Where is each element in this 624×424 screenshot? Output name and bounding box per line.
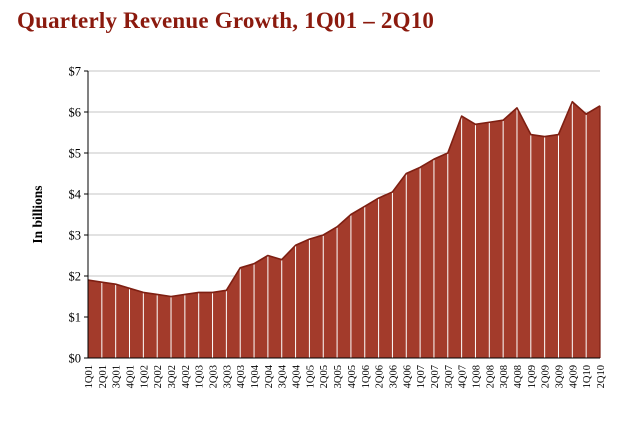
x-tick-label: 2Q08 (485, 365, 496, 388)
x-tick-label: 1Q10 (582, 365, 593, 388)
x-tick-label: 1Q02 (139, 365, 150, 388)
x-tick-label: 1Q08 (471, 365, 482, 388)
x-tick-label: 4Q03 (236, 365, 247, 388)
x-tick-label: 3Q02 (167, 365, 178, 388)
area-series (88, 101, 600, 358)
x-tick-label: 3Q09 (554, 365, 565, 388)
x-tick-label: 3Q04 (278, 364, 289, 388)
y-tick-label: $2 (69, 270, 82, 284)
chart-svg: $0 $1 $2 $3 $4 $5 $6 $7 1Q01 2Q01 3Q01 4Q01 1Q02 2Q02… (30, 65, 607, 389)
y-tick-label: $7 (69, 65, 82, 79)
y-tick-label: $1 (69, 311, 82, 325)
x-tick-label: 2Q05 (319, 365, 330, 388)
x-tick-label: 1Q03 (195, 365, 206, 388)
x-tick-label: 3Q06 (388, 365, 399, 388)
x-tick-label: 2Q02 (153, 365, 164, 388)
x-tick-label: 4Q07 (458, 365, 469, 388)
x-tick-label: 3Q05 (333, 365, 344, 388)
series-outline (87, 100, 601, 298)
x-tick-label: 2Q10 (596, 365, 607, 388)
x-tick-label: 1Q01 (84, 365, 95, 388)
y-tick-label: $0 (69, 352, 82, 366)
x-tick-label: 4Q05 (347, 365, 358, 388)
x-tick-label: 2Q03 (209, 365, 220, 388)
x-tick-label: 4Q04 (292, 364, 303, 388)
x-tick-label: 2Q04 (264, 364, 275, 388)
x-tick-label: 1Q09 (527, 365, 538, 388)
x-tick-label: 2Q09 (541, 365, 552, 388)
x-tick-label: 1Q04 (250, 364, 261, 388)
x-tick-label: 4Q08 (513, 365, 524, 388)
x-tick-label: 4Q09 (568, 365, 579, 388)
x-tick-label: 4Q06 (402, 365, 413, 388)
y-axis-title: In billions (30, 185, 45, 243)
y-tick-label: $6 (69, 106, 82, 120)
x-tick-label: 3Q01 (112, 365, 123, 388)
y-tick-label: $3 (69, 229, 82, 243)
y-tick-label: $5 (69, 147, 82, 161)
x-tick-label: 2Q06 (375, 365, 386, 388)
x-tick-label: 1Q05 (305, 365, 316, 388)
x-tick-label: 1Q07 (416, 365, 427, 388)
x-tick-label: 2Q01 (98, 365, 109, 388)
x-tick-label: 4Q02 (181, 365, 192, 388)
x-tick-label: 2Q07 (430, 365, 441, 388)
x-tick-label: 1Q06 (361, 365, 372, 388)
x-tick-label: 3Q07 (444, 365, 455, 388)
chart-title: Quarterly Revenue Growth, 1Q01 – 2Q10 (17, 8, 435, 33)
x-tick-label: 3Q08 (499, 365, 510, 388)
x-tick-label: 4Q01 (126, 365, 137, 388)
y-tick-label: $4 (69, 188, 82, 202)
x-tick-label: 3Q03 (222, 365, 233, 388)
